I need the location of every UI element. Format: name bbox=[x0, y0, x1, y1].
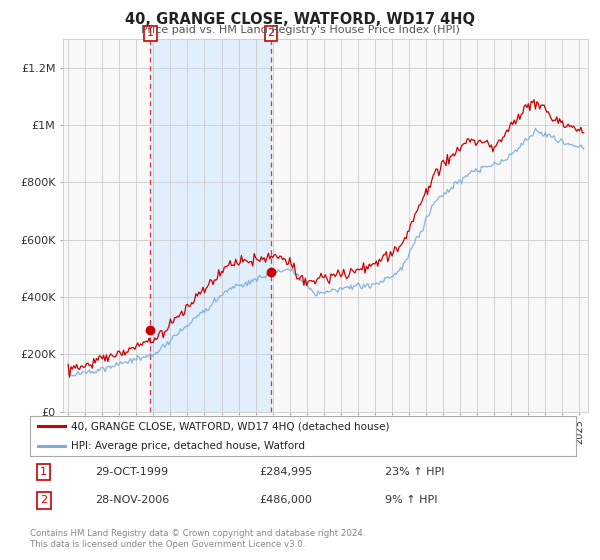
Text: Price paid vs. HM Land Registry's House Price Index (HPI): Price paid vs. HM Land Registry's House … bbox=[140, 25, 460, 35]
Text: £284,995: £284,995 bbox=[259, 467, 313, 477]
Text: £486,000: £486,000 bbox=[259, 496, 312, 506]
Bar bbox=[151, 39, 271, 412]
Text: 29-OCT-1999: 29-OCT-1999 bbox=[95, 467, 169, 477]
Text: 40, GRANGE CLOSE, WATFORD, WD17 4HQ: 40, GRANGE CLOSE, WATFORD, WD17 4HQ bbox=[125, 12, 475, 27]
Text: HPI: Average price, detached house, Watford: HPI: Average price, detached house, Watf… bbox=[71, 441, 305, 451]
Text: 9% ↑ HPI: 9% ↑ HPI bbox=[385, 496, 437, 506]
Text: 1: 1 bbox=[147, 29, 154, 39]
Text: 23% ↑ HPI: 23% ↑ HPI bbox=[385, 467, 445, 477]
Text: 28-NOV-2006: 28-NOV-2006 bbox=[95, 496, 170, 506]
Text: 2: 2 bbox=[40, 496, 47, 506]
Text: 2: 2 bbox=[268, 29, 275, 39]
Text: Contains HM Land Registry data © Crown copyright and database right 2024.
This d: Contains HM Land Registry data © Crown c… bbox=[30, 529, 365, 549]
Text: 40, GRANGE CLOSE, WATFORD, WD17 4HQ (detached house): 40, GRANGE CLOSE, WATFORD, WD17 4HQ (det… bbox=[71, 421, 389, 431]
Text: 1: 1 bbox=[40, 467, 47, 477]
